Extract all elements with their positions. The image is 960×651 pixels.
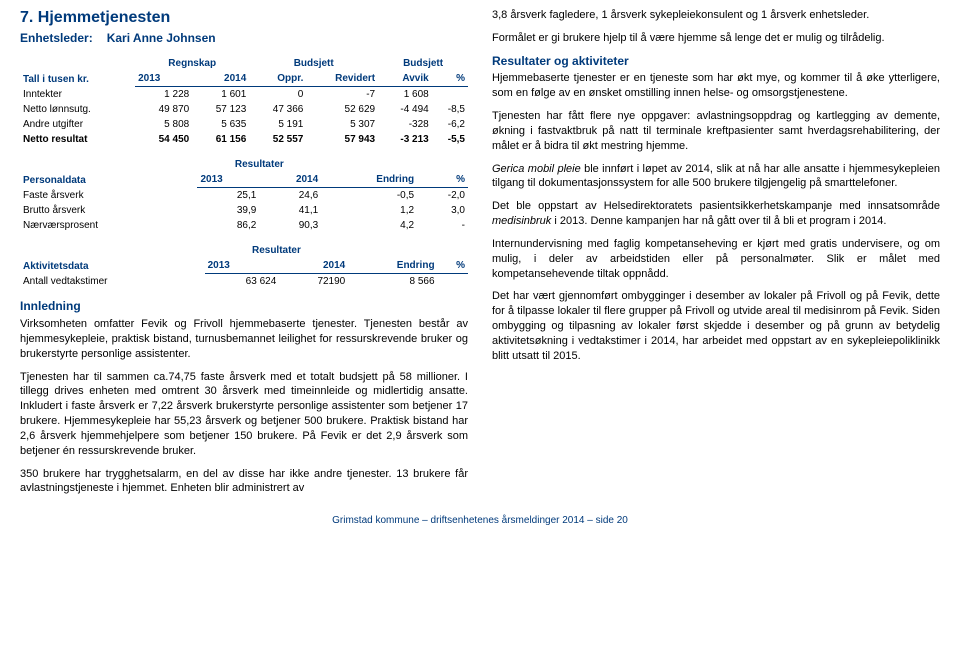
innledning-heading: Innledning (20, 299, 468, 315)
paragraph: 3,8 årsverk fagledere, 1 årsverk sykeple… (492, 8, 940, 23)
resultater-heading: Resultater og aktiviteter (492, 54, 940, 70)
paragraph: Gerica mobil pleie ble innført i løpet a… (492, 162, 940, 192)
paragraph: Det har vært gjennomført ombygginger i d… (492, 289, 940, 363)
fin-caption: Tall i tusen kr. (20, 56, 135, 87)
table-row: Netto resultat54 45061 15652 55757 943-3… (20, 132, 468, 147)
paragraph: Internundervisning med faglig kompetanse… (492, 237, 940, 282)
page-footer: Grimstad kommune – driftsenhetenes årsme… (0, 510, 960, 535)
table-row: Inntekter1 2281 6010-71 608 (20, 87, 468, 103)
table-row: Antall vedtakstimer63 624721908 566 (20, 274, 468, 290)
section-number: 7. (20, 9, 33, 26)
table-row: Nærværsprosent86,290,34,2- (20, 218, 468, 233)
section-title: Hjemmetjenesten (38, 9, 171, 26)
personal-table: Personaldata Resultater 2013 2014 Endrin… (20, 157, 468, 233)
leader-row: Enhetsleder: Kari Anne Johnsen (20, 31, 468, 47)
financials-table: Tall i tusen kr. Regnskap Budsjett Budsj… (20, 56, 468, 147)
section-header: 7. Hjemmetjenesten (20, 8, 468, 29)
paragraph: Det ble oppstart av Helsedirektoratets p… (492, 199, 940, 229)
paragraph: Tjenesten har til sammen ca.74,75 faste … (20, 370, 468, 459)
financials-body: Inntekter1 2281 6010-71 608 Netto lønnsu… (20, 87, 468, 148)
paragraph: 350 brukere har trygghetsalarm, en del a… (20, 467, 468, 497)
paragraph: Virksomheten omfatter Fevik og Frivoll h… (20, 317, 468, 362)
personal-caption: Personaldata (20, 157, 197, 188)
emphasis: medisinbruk (492, 215, 551, 227)
paragraph: Formålet er gi brukere hjelp til å være … (492, 31, 940, 46)
table-row: Faste årsverk25,124,6-0,5-2,0 (20, 188, 468, 204)
paragraph: Tjenesten har fått flere nye oppgaver: a… (492, 109, 940, 154)
activity-table: Aktivitetsdata Resultater 2013 2014 Endr… (20, 243, 468, 289)
table-row: Andre utgifter5 8085 6355 1915 307-328-6… (20, 117, 468, 132)
table-row: Netto lønnsutg.49 87057 12347 36652 629-… (20, 102, 468, 117)
leader-name: Kari Anne Johnsen (107, 31, 216, 47)
emphasis: Gerica mobil pleie (492, 163, 581, 175)
table-row: Brutto årsverk39,941,11,23,0 (20, 203, 468, 218)
leader-label: Enhetsleder: (20, 31, 93, 47)
paragraph: Hjemmebaserte tjenester er en tjeneste s… (492, 71, 940, 101)
activity-caption: Aktivitetsdata (20, 243, 205, 274)
